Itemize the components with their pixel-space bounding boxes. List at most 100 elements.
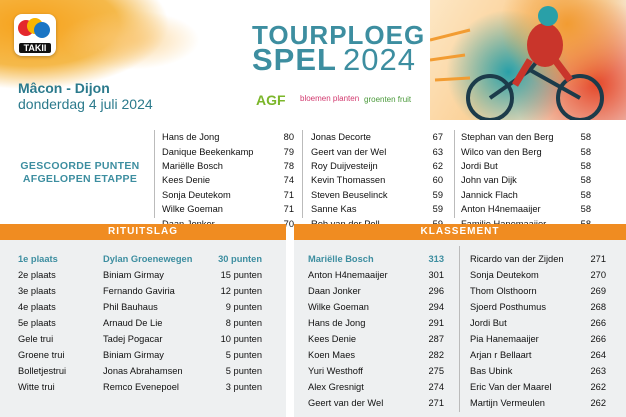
player-points: 70	[283, 218, 294, 229]
player-points: 79	[283, 146, 294, 157]
player-points: 71	[283, 189, 294, 200]
player-name: Pia Hanemaaijer	[470, 334, 539, 344]
player-name: Eric Van der Maarel	[470, 382, 552, 392]
player-name: Hans de Jong	[162, 132, 220, 143]
player-name: Thom Olsthoorn	[470, 286, 537, 296]
player-name: Anton H4nemaaijer	[461, 204, 541, 215]
player-name: Yuri Westhoff	[308, 366, 363, 376]
page-title-line2: SPEL 2024	[252, 42, 416, 78]
list-item: Mariëlle Bosch 78	[162, 159, 294, 173]
table-row: Bolletjestrui Jonas Abrahamsen 5 punten	[0, 363, 286, 379]
table-row: Pia Hanemaaijer 266	[470, 331, 606, 347]
sponsor-groenten-logo: groenten fruit	[364, 95, 412, 104]
list-item: Wilco van den Berg 58	[461, 144, 591, 158]
player-name: Geert van der Wel	[311, 146, 387, 157]
player-name: Jordi But	[470, 318, 507, 328]
list-item: Sanne Kas 59	[311, 202, 443, 216]
player-points: 268	[590, 302, 606, 312]
player-name: Mariëlle Bosch	[162, 160, 223, 171]
table-row: 3e plaats Fernando Gaviria 12 punten	[0, 283, 286, 299]
rider-name: Biniam Girmay	[103, 350, 164, 360]
player-name: Hans de Jong	[308, 318, 366, 328]
table-row: Ricardo van der Zijden 271	[470, 251, 606, 267]
rider-name: Jonas Abrahamsen	[103, 366, 183, 376]
place-label: Witte trui	[18, 382, 55, 392]
player-name: John van Dijk	[461, 175, 517, 186]
rider-name: Biniam Girmay	[103, 270, 164, 280]
points-value: 10 punten	[220, 334, 262, 344]
table-row: Wilke Goeman 294	[308, 299, 444, 315]
title-year: 2024	[342, 42, 416, 77]
player-name: Stephan van den Berg	[461, 132, 554, 143]
player-points: 71	[283, 204, 294, 215]
player-name: Arjan r Bellaart	[470, 350, 532, 360]
points-column-2: Jonas Decorte 67 Geert van der Wel 63 Roy …	[311, 130, 443, 231]
player-points: 271	[590, 254, 606, 264]
table-row: Bas Ubink 263	[470, 363, 606, 379]
player-name: Jonas Decorte	[311, 132, 371, 143]
divider	[454, 130, 455, 218]
klassement-panel: KLASSEMENT Mariëlle Bosch 313 Anton H4nem…	[294, 224, 626, 417]
player-points: 60	[432, 175, 443, 186]
table-row: 1e plaats Dylan Groenewegen 30 punten	[0, 251, 286, 267]
points-section-label: GESCOORDE PUNTEN AFGELOPEN ETAPPE	[20, 160, 140, 185]
player-points: 264	[590, 350, 606, 360]
table-row: Sjoerd Posthumus 268	[470, 299, 606, 315]
divider	[154, 130, 155, 218]
points-value: 12 punten	[220, 286, 262, 296]
points-column-3: Stephan van den Berg 58 Wilco van den Ber…	[461, 130, 591, 231]
list-item: John van Dijk 58	[461, 173, 591, 187]
player-name: Koen Maes	[308, 350, 356, 360]
player-name: Rob van der Poll	[311, 219, 421, 229]
table-row: Geert van der Wel 271	[308, 395, 444, 411]
list-item: Danique Beekenkamp 79	[162, 144, 294, 158]
rider-name: Remco Evenepoel	[103, 382, 179, 392]
points-value: 8 punten	[225, 318, 262, 328]
list-item: Hans de Jong 80	[162, 130, 294, 144]
player-points: 282	[428, 350, 444, 360]
place-label: 3e plaats	[18, 286, 56, 296]
player-name: Geert van der Wel	[308, 398, 384, 408]
points-value: 9 punten	[225, 302, 262, 312]
player-name: Wilke Goeman	[308, 302, 369, 312]
table-row: Daan Jonker 296	[308, 283, 444, 299]
rider-name: Phil Bauhaus	[103, 302, 158, 312]
table-row: Hans de Jong 291	[308, 315, 444, 331]
sponsor-bloemen-logo: bloemen planten	[300, 94, 360, 103]
player-name: Familie Hanemaaijer	[461, 219, 569, 229]
list-item: Jonas Decorte 67	[311, 130, 443, 144]
table-row: Eric Van der Maarel 262	[470, 379, 606, 395]
player-name: Alex Gresnigt	[308, 382, 364, 392]
player-points: 58	[580, 204, 591, 215]
player-name: Kevin Thomassen	[311, 175, 386, 186]
table-row: Witte trui Remco Evenepoel 3 punten	[0, 379, 286, 395]
list-item: Wilke Goeman 71	[162, 202, 294, 216]
table-row: Jordi But 266	[470, 315, 606, 331]
logo-blue-dot	[34, 22, 50, 38]
player-points: 59	[421, 219, 443, 229]
list-item: Stephan van den Berg 58	[461, 130, 591, 144]
list-item: Roy Duijvesteijn 62	[311, 159, 443, 173]
player-points: 271	[428, 398, 444, 408]
table-row: Gele trui Tadej Pogacar 10 punten	[0, 331, 286, 347]
table-row: 2e plaats Biniam Girmay 15 punten	[0, 267, 286, 283]
place-label: 2e plaats	[18, 270, 56, 280]
list-item: Rob van der Poll59	[311, 216, 443, 230]
player-name: Wilke Goeman	[162, 204, 223, 215]
table-row: Kees Denie 287	[308, 331, 444, 347]
divider	[459, 246, 460, 412]
player-name: Sjoerd Posthumus	[470, 302, 546, 312]
player-points: 74	[283, 175, 294, 186]
place-label: 4e plaats	[18, 302, 56, 312]
player-name: Wilco van den Berg	[461, 146, 542, 157]
player-name: Sanne Kas	[311, 204, 357, 215]
table-row: Koen Maes 282	[308, 347, 444, 363]
player-name: Kees Denie	[162, 175, 211, 186]
rider-name: Dylan Groenewegen	[103, 254, 193, 264]
table-row: Arjan r Bellaart 264	[470, 347, 606, 363]
player-points: 270	[590, 270, 606, 280]
list-item: Kevin Thomassen 60	[311, 173, 443, 187]
table-row: Yuri Westhoff 275	[308, 363, 444, 379]
table-row: Sonja Deutekom 270	[470, 267, 606, 283]
player-points: 269	[590, 286, 606, 296]
